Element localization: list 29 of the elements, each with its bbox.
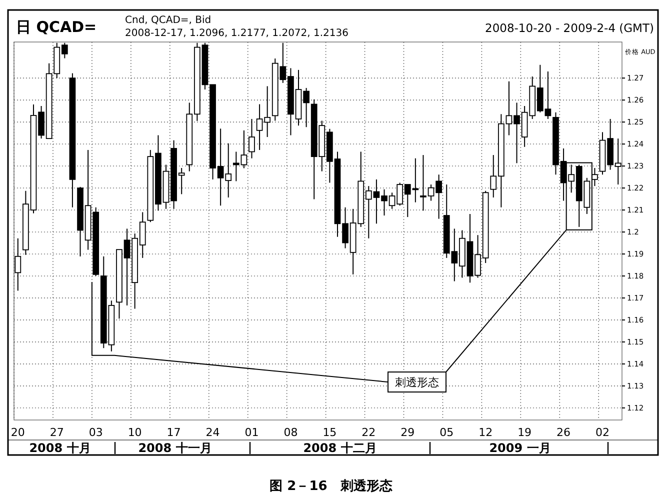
- candlestick: [248, 118, 255, 159]
- text: Cnd, QCAD=, Bid: [125, 15, 212, 26]
- caption: 图 2－16 刺透形态: [270, 478, 394, 494]
- text: 2008 十月: [29, 441, 91, 455]
- candlestick: [592, 168, 598, 187]
- x-tick-label: 29: [400, 426, 415, 439]
- text: 2009 一月: [489, 441, 551, 455]
- x-tick-label: 10: [128, 426, 142, 439]
- text: 2008 十一月: [138, 441, 212, 455]
- x-tick-label: 01: [244, 426, 259, 439]
- x-tick-label: 12: [478, 426, 493, 439]
- x-tick-label: 15: [322, 426, 337, 439]
- x-tick-label: 24: [206, 426, 220, 439]
- x-tick-label: 17: [166, 426, 181, 439]
- x-tick-label: 05: [440, 426, 454, 439]
- x-tick-label: 27: [50, 426, 64, 439]
- annotation: 刺透形态: [395, 376, 439, 389]
- chart-subtitle: 2008-10-20 - 2009-2-4 (GMT): [485, 21, 654, 35]
- x-tick-label: 03: [88, 426, 103, 439]
- text: 2008-12-17, 1.2096, 1.2177, 1.2072, 1.2136: [125, 28, 349, 39]
- x-tick-label: 20: [10, 426, 25, 439]
- x-tick-label: 22: [362, 426, 376, 439]
- x-tick-label: 08: [284, 426, 298, 439]
- x-tick-label: 19: [518, 426, 532, 439]
- candlestick: [14, 238, 22, 292]
- chart-title: 日 QCAD=: [16, 18, 97, 36]
- x-tick-label: 26: [556, 426, 571, 439]
- x-tick-label: 02: [596, 426, 610, 439]
- text: 2008 十二月: [303, 441, 377, 455]
